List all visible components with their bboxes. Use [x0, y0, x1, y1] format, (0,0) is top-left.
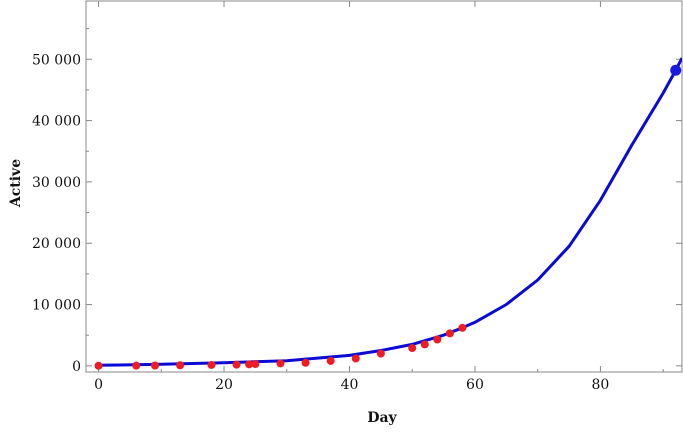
observed-point	[176, 361, 185, 370]
observed-point	[151, 361, 160, 370]
observed-point	[94, 361, 103, 370]
observed-point	[276, 359, 285, 368]
observed-point	[251, 360, 260, 369]
x-tick-label: 20	[215, 377, 233, 393]
axes-frame	[85, 0, 683, 373]
observed-point	[132, 361, 141, 370]
y-tick-label: 20 000	[32, 236, 81, 252]
observed-point	[408, 344, 417, 353]
observed-point	[207, 360, 216, 369]
x-tick-label: 60	[466, 377, 484, 393]
x-tick-label: 80	[592, 377, 610, 393]
observed-point	[301, 358, 310, 367]
observed-point	[232, 360, 241, 369]
y-axis-ticks: 0 10 000 20 000 30 000 40 000 50 000	[32, 28, 682, 375]
x-axis-ticks: 0 20 40 60 80	[94, 1, 664, 393]
observed-point	[376, 349, 385, 358]
observed-point	[458, 323, 467, 332]
y-tick-label: 40 000	[32, 114, 81, 130]
plot-area	[94, 57, 682, 370]
observed-point	[433, 335, 442, 344]
plot-frame	[85, 0, 683, 373]
y-tick-label: 30 000	[32, 175, 81, 191]
y-tick-label: 50 000	[32, 52, 81, 68]
observed-point	[420, 340, 429, 349]
projection-point	[670, 64, 682, 76]
x-tick-label: 40	[341, 377, 359, 393]
y-tick-label: 10 000	[32, 298, 81, 314]
y-tick-label: 0	[72, 359, 81, 375]
x-tick-label: 0	[94, 377, 103, 393]
observed-point	[445, 329, 454, 338]
observed-point	[351, 354, 360, 363]
observed-point	[326, 356, 335, 365]
x-axis-title: Day	[367, 410, 397, 426]
observed-point	[245, 360, 254, 369]
y-axis-title: Active	[8, 159, 24, 208]
fit-curve	[98, 57, 682, 367]
